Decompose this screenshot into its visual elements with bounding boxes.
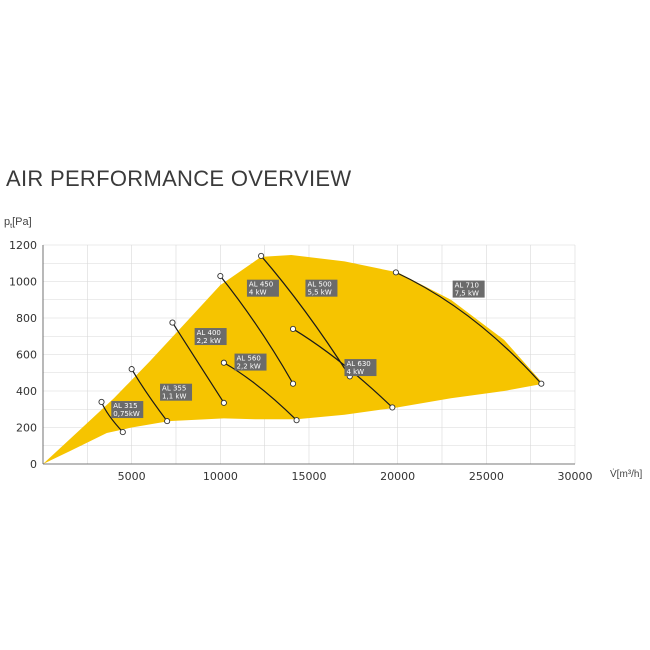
curve-endpoint <box>169 319 176 326</box>
y-axis-unit: [Pa] <box>12 216 32 228</box>
curve-endpoint <box>217 272 224 280</box>
fan-label-power: 1,1 kW <box>162 393 186 401</box>
y-axis-title: pt[Pa] <box>4 216 32 230</box>
y-tick-label: 400 <box>16 385 37 398</box>
fan-label-power: 5,5 kW <box>307 289 331 297</box>
fan-label-box <box>234 353 267 371</box>
fan-curve-al-400 <box>171 322 225 404</box>
curve-endpoint <box>164 418 171 425</box>
fan-label-box <box>194 328 227 346</box>
fan-label-name: AL 315 <box>113 402 137 410</box>
fan-label-power: 0,75kW <box>113 410 140 418</box>
fan-label-box <box>344 359 377 377</box>
x-tick-label: 20000 <box>380 470 415 483</box>
fan-label-box <box>160 383 193 401</box>
x-tick-label: 10000 <box>203 470 238 483</box>
curve-endpoint <box>293 417 300 424</box>
fan-label-power: 2,2 kW <box>197 337 221 345</box>
curve-endpoint <box>258 252 265 259</box>
x-axis-title: V̇[m³/h] <box>610 469 643 480</box>
y-tick-label: 200 <box>16 422 37 435</box>
curve-endpoint <box>220 399 227 406</box>
curve-endpoint <box>289 325 297 333</box>
fan-label-power: 4 kW <box>346 368 364 376</box>
fan-curve-al-355 <box>131 368 168 422</box>
fan-curve-al-710 <box>395 271 542 385</box>
curve-endpoint <box>389 404 396 411</box>
curve-endpoint <box>128 366 135 373</box>
y-tick-label: 800 <box>16 312 37 325</box>
x-tick-label: 15000 <box>292 470 327 483</box>
x-tick-label: 30000 <box>558 470 593 483</box>
curve-endpoint <box>392 269 399 276</box>
fan-label-name: AL 450 <box>249 281 273 289</box>
x-tick-label: 5000 <box>118 470 146 483</box>
fan-label-box <box>111 401 144 419</box>
fan-label-name: AL 355 <box>162 385 186 393</box>
curve-endpoint <box>289 380 297 387</box>
fan-label-name: AL 560 <box>237 355 261 363</box>
x-tick-label: 25000 <box>469 470 504 483</box>
y-axis-subscript: t <box>10 223 13 231</box>
y-tick-label: 1200 <box>9 239 37 252</box>
y-tick-label: 1000 <box>9 276 37 289</box>
y-tick-label: 0 <box>30 458 37 471</box>
fan-label-power: 2,2 kW <box>237 363 261 371</box>
curve-endpoint <box>119 429 126 436</box>
fan-label-name: AL 630 <box>346 360 370 368</box>
y-axis-symbol: p <box>4 216 11 228</box>
performance-envelope-area <box>43 255 544 464</box>
y-tick-label: 600 <box>16 349 37 362</box>
fan-label-box <box>452 280 485 298</box>
curve-endpoint <box>538 380 545 387</box>
curve-endpoint <box>220 359 227 366</box>
fan-curve-al-630 <box>292 328 393 408</box>
fan-label-power: 4 kW <box>249 289 267 297</box>
fan-label-name: AL 710 <box>455 282 479 290</box>
fan-label-name: AL 400 <box>197 329 221 337</box>
fan-curve-al-560 <box>223 362 298 421</box>
fan-label-box <box>246 279 279 297</box>
fan-label-name: AL 500 <box>307 281 331 289</box>
fan-curve-al-450 <box>219 275 294 384</box>
fan-label-box <box>305 279 338 297</box>
fan-label-power: 7,5 kW <box>455 290 479 298</box>
curve-endpoint <box>98 398 105 406</box>
chart-title: AIR PERFORMANCE OVERVIEW <box>6 166 352 191</box>
